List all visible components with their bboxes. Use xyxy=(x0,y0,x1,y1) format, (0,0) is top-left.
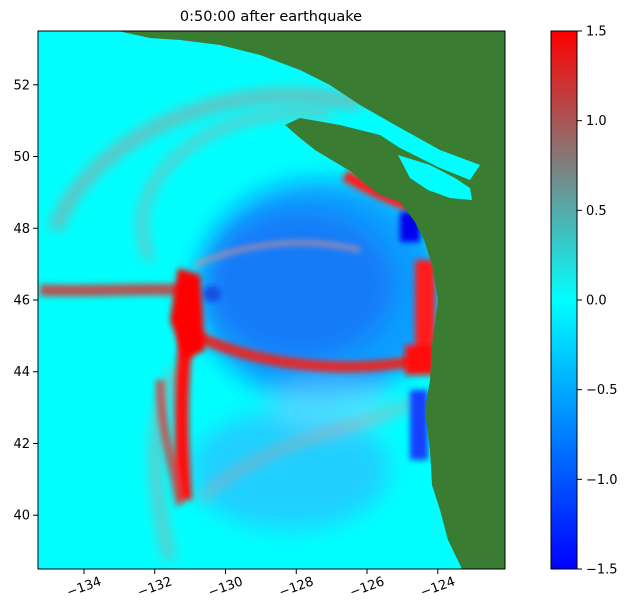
x-tick-label: −130 xyxy=(206,574,245,600)
x-tick-label: −126 xyxy=(348,574,387,600)
x-tick-label: −134 xyxy=(65,574,104,600)
y-axis: 40 42 44 46 48 50 52 xyxy=(13,78,38,524)
trough-center xyxy=(203,286,221,302)
x-tick-label: −132 xyxy=(136,574,175,600)
x-tick-label: −124 xyxy=(419,574,458,600)
x-axis: −134 −132 −130 −128 −126 −124 xyxy=(65,569,457,601)
colorbar xyxy=(550,30,578,570)
colorbar-tick-label: 1.5 xyxy=(586,25,607,40)
colorbar-tick-label: 1.0 xyxy=(586,114,607,129)
colorbar-tick-label: −0.5 xyxy=(586,383,618,398)
colorbar-tick-label: −1.0 xyxy=(586,473,618,488)
strait-water xyxy=(398,155,472,200)
colorbar-tick-label: −1.5 xyxy=(586,563,618,578)
y-tick-label: 44 xyxy=(13,365,30,380)
vancouver-island xyxy=(305,122,430,205)
y-tick-label: 52 xyxy=(13,78,30,93)
wave-map xyxy=(38,31,505,569)
crest-junction xyxy=(170,268,205,360)
y-tick-label: 40 xyxy=(13,509,30,524)
colorbar-tick-label: 0.5 xyxy=(586,204,607,219)
outer-wavefronts xyxy=(48,87,423,562)
map-title: 0:50:00 after earthquake xyxy=(180,9,362,25)
colorbar-tick-label: 0.0 xyxy=(586,294,607,309)
y-tick-label: 48 xyxy=(13,222,30,237)
y-tick-label: 42 xyxy=(13,437,30,452)
x-tick-label: −128 xyxy=(277,574,316,600)
colorbar-axis: −1.5 −1.0 −0.5 0.0 0.5 1.0 1.5 xyxy=(577,25,618,578)
y-tick-label: 50 xyxy=(13,150,30,165)
y-tick-label: 46 xyxy=(13,294,30,309)
